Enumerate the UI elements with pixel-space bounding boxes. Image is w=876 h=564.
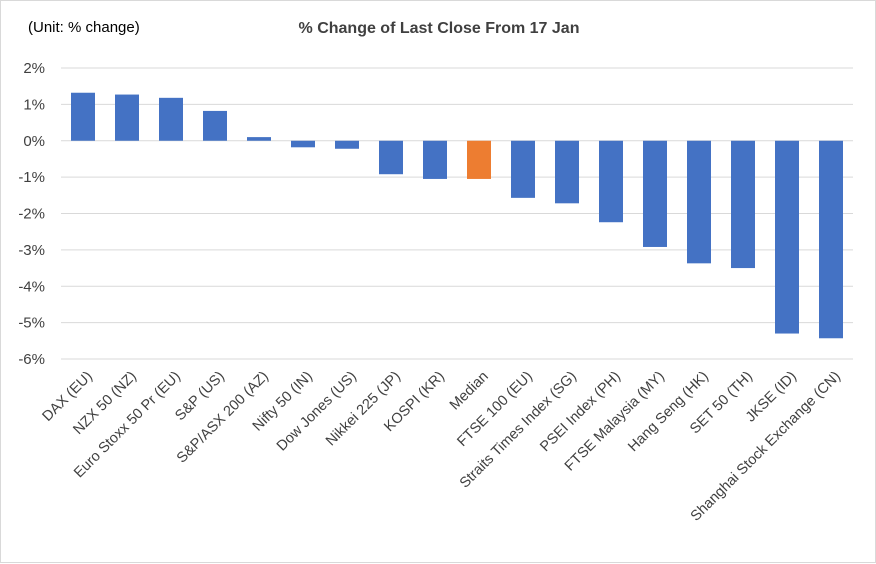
bar-nikkei-225-jp: [379, 140, 403, 175]
bar-nifty-50-in: [291, 140, 315, 148]
bar-set-50-th: [731, 140, 755, 269]
y-tick-label: -2%: [18, 206, 45, 223]
bar-ftse-malaysia-my: [643, 140, 667, 247]
x-category-label: Dow Jones (US): [274, 369, 360, 455]
bar-s-p-asx-200-az: [247, 137, 271, 141]
gridlines: [61, 67, 853, 360]
bar-psei-index-ph: [599, 140, 623, 223]
unit-note: (Unit: % change): [28, 19, 140, 36]
bar-euro-stoxx-50-pr-eu: [159, 97, 183, 141]
bar-median: [467, 140, 491, 179]
bars: [71, 92, 843, 339]
y-tick-label: 1%: [23, 96, 45, 113]
x-category-label: PSEI Index (PH): [537, 369, 624, 456]
x-axis-category-labels: DAX (EU)NZX 50 (NZ)Euro Stoxx 50 Pr (EU)…: [40, 369, 844, 525]
y-tick-label: 2%: [23, 60, 45, 77]
bar-hang-seng-hk: [687, 140, 711, 264]
bar-s-p-us: [203, 110, 227, 141]
bar-shanghai-stock-exchange-cn: [819, 140, 843, 339]
y-tick-label: -6%: [18, 351, 45, 368]
bar-straits-times-index-sg: [555, 140, 579, 204]
x-category-label: Hang Seng (HK): [625, 369, 712, 456]
bar-kospi-kr: [423, 140, 447, 179]
bar-ftse-100-eu: [511, 140, 535, 198]
chart-title: % Change of Last Close From 17 Jan: [298, 20, 580, 37]
bar-dax-eu: [71, 92, 95, 141]
y-tick-label: -5%: [18, 315, 45, 332]
bar-nzx-50-nz: [115, 94, 139, 141]
x-category-label: FTSE 100 (EU): [454, 369, 535, 450]
y-tick-label: -4%: [18, 278, 45, 295]
bar-dow-jones-us: [335, 140, 359, 149]
y-tick-label: -1%: [18, 169, 45, 186]
y-axis-tick-labels: 2% 1% 0% -1% -2% -3% -4% -5% -6%: [18, 60, 45, 368]
y-tick-label: -3%: [18, 242, 45, 259]
bar-jkse-id: [775, 140, 799, 334]
y-tick-label: 0%: [23, 133, 45, 150]
